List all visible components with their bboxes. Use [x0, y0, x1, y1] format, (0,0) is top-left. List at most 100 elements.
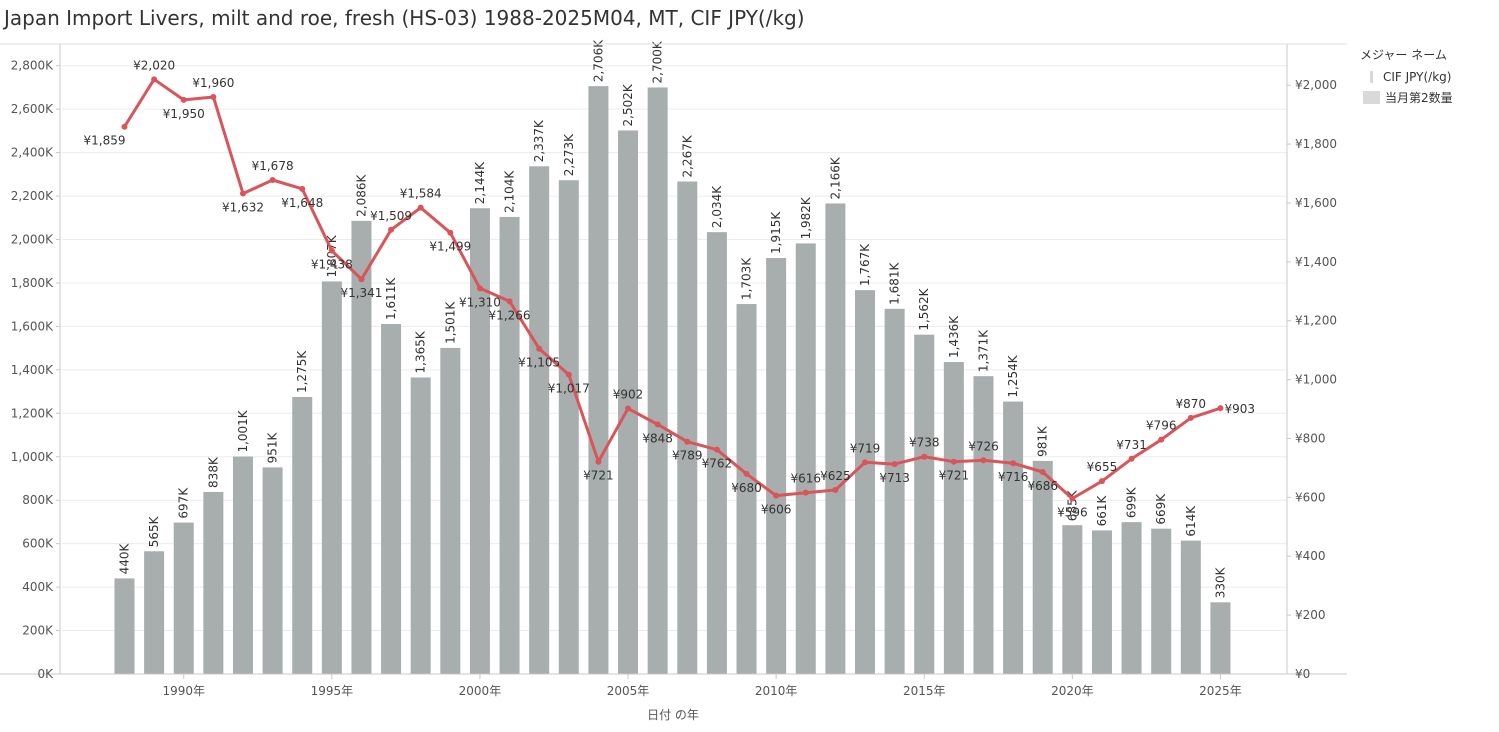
bar[interactable] — [1151, 528, 1172, 674]
price-point[interactable] — [832, 487, 839, 494]
price-value-label: ¥1,859 — [84, 134, 126, 148]
bar[interactable] — [232, 456, 253, 674]
bar-value-label: 1,915K — [769, 211, 783, 254]
bar-value-label: 2,267K — [680, 134, 694, 177]
right-tick-label: ¥1,200 — [1295, 314, 1337, 328]
price-point[interactable] — [773, 492, 780, 499]
bar[interactable] — [351, 220, 372, 675]
bar[interactable] — [1180, 540, 1201, 674]
price-point[interactable] — [388, 226, 395, 233]
left-tick-label: 1,600K — [11, 319, 54, 333]
price-point[interactable] — [239, 190, 246, 197]
price-point[interactable] — [536, 345, 543, 352]
price-point[interactable] — [625, 405, 632, 412]
bar[interactable] — [173, 522, 194, 674]
bar[interactable] — [884, 308, 905, 674]
bar[interactable] — [114, 578, 135, 674]
bar-value-label: 2,166K — [828, 156, 842, 199]
price-point[interactable] — [862, 459, 868, 466]
price-point[interactable] — [1069, 495, 1076, 502]
price-line[interactable] — [123, 77, 1222, 500]
price-point[interactable] — [743, 470, 750, 477]
bar[interactable] — [588, 86, 609, 674]
bar[interactable] — [855, 290, 875, 674]
price-point[interactable] — [1187, 414, 1194, 421]
bar-swatch-icon — [1363, 90, 1380, 104]
price-point[interactable] — [1098, 478, 1105, 485]
price-point[interactable] — [417, 204, 424, 211]
price-point[interactable] — [1158, 436, 1165, 443]
price-value-label: ¥1,017 — [548, 382, 590, 396]
price-point[interactable] — [1217, 405, 1224, 412]
price-point[interactable] — [684, 438, 691, 445]
bar-value-label: 330K — [1213, 566, 1227, 598]
bar[interactable] — [203, 491, 224, 674]
price-point[interactable] — [595, 458, 602, 465]
bar[interactable] — [469, 208, 490, 674]
bar[interactable] — [1032, 460, 1053, 674]
price-point[interactable] — [358, 276, 365, 283]
price-point[interactable] — [654, 421, 661, 428]
price-value-label: ¥903 — [1224, 402, 1255, 416]
price-point[interactable] — [1039, 469, 1046, 476]
bar[interactable] — [1062, 525, 1083, 674]
bar[interactable] — [499, 216, 520, 674]
price-point[interactable] — [565, 371, 572, 378]
price-point[interactable] — [121, 123, 128, 130]
left-tick-label: 2,200K — [11, 189, 54, 203]
bar[interactable] — [144, 551, 165, 674]
bar[interactable] — [914, 334, 935, 674]
price-point[interactable] — [476, 285, 483, 292]
bar[interactable] — [706, 232, 727, 674]
bar-value-label: 440K — [118, 543, 132, 575]
bar[interactable] — [262, 467, 283, 674]
right-tick-label: ¥400 — [1295, 549, 1326, 563]
bar[interactable] — [825, 203, 846, 674]
price-point[interactable] — [891, 461, 898, 468]
bar[interactable] — [677, 181, 698, 674]
right-tick-label: ¥0 — [1295, 667, 1310, 681]
bar-value-label: 2,700K — [651, 40, 665, 83]
bar[interactable] — [943, 362, 964, 674]
price-point[interactable] — [180, 96, 187, 103]
bar[interactable] — [1091, 530, 1112, 674]
legend-item-price[interactable]: CIF JPY(/kg) — [1360, 67, 1453, 87]
bar[interactable] — [795, 243, 816, 674]
bar[interactable] — [410, 377, 431, 674]
bar[interactable] — [973, 376, 994, 674]
bar[interactable] — [1121, 522, 1142, 674]
bar[interactable] — [292, 397, 313, 674]
price-point[interactable] — [210, 93, 217, 100]
bar[interactable] — [736, 304, 757, 674]
price-point[interactable] — [506, 298, 513, 305]
bar[interactable] — [558, 180, 579, 675]
bar[interactable] — [1003, 401, 1024, 674]
bar[interactable] — [321, 281, 342, 674]
bar[interactable] — [1210, 602, 1231, 674]
price-point[interactable] — [447, 229, 454, 236]
price-point[interactable] — [328, 247, 335, 254]
bar[interactable] — [529, 166, 550, 675]
price-point[interactable] — [713, 446, 720, 453]
price-point[interactable] — [921, 453, 928, 460]
bar[interactable] — [440, 347, 461, 674]
price-point[interactable] — [950, 458, 957, 465]
price-point[interactable] — [980, 457, 987, 464]
bar-value-label: 2,706K — [591, 39, 605, 82]
price-value-label: ¥1,499 — [429, 240, 471, 254]
bar[interactable] — [647, 87, 668, 675]
bar[interactable] — [766, 257, 787, 674]
legend-item-quantity[interactable]: 当月第2数量 — [1360, 87, 1453, 107]
bar[interactable] — [618, 130, 639, 675]
price-point[interactable] — [1010, 460, 1017, 467]
left-tick-label: 2,400K — [11, 146, 54, 160]
x-tick-label: 2005年 — [607, 684, 650, 698]
price-point[interactable] — [269, 177, 276, 184]
price-point[interactable] — [1128, 455, 1135, 462]
price-point[interactable] — [151, 76, 158, 83]
price-point[interactable] — [802, 489, 809, 496]
price-point[interactable] — [299, 185, 306, 192]
bar[interactable] — [381, 324, 402, 674]
left-tick-label: 2,000K — [11, 233, 54, 247]
